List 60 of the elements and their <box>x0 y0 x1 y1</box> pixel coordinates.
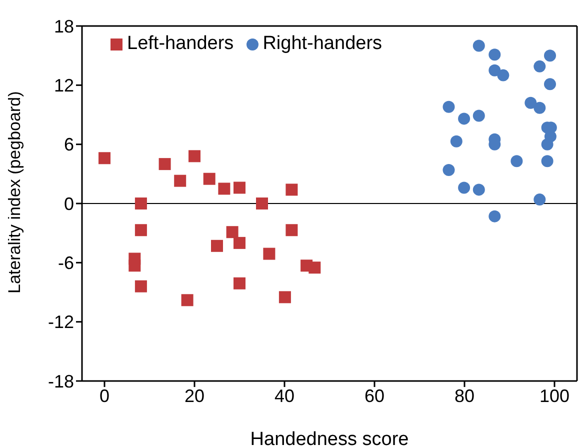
point <box>488 48 501 61</box>
point <box>234 277 246 290</box>
y-tick-label: 18 <box>54 16 74 36</box>
point <box>226 226 238 238</box>
point <box>534 60 546 72</box>
point <box>524 96 537 109</box>
point <box>134 280 147 292</box>
legend-label: Left-handers <box>127 33 234 55</box>
point <box>442 164 455 176</box>
point <box>534 102 546 114</box>
point <box>256 198 268 210</box>
point <box>134 224 147 236</box>
point <box>128 260 141 272</box>
point <box>218 182 230 195</box>
point <box>278 291 291 304</box>
point <box>286 224 298 236</box>
x-tick-label: 60 <box>364 386 385 406</box>
point <box>286 184 298 196</box>
point <box>442 100 455 113</box>
point <box>181 294 194 306</box>
point <box>188 150 200 162</box>
y-tick-label: 6 <box>64 134 74 155</box>
point <box>510 155 523 168</box>
legend-label: Right-handers <box>262 33 382 55</box>
point <box>544 50 556 62</box>
x-tick-label: 80 <box>454 386 475 406</box>
point <box>541 155 554 168</box>
x-tick-label: 40 <box>274 386 295 406</box>
point <box>541 138 554 150</box>
x-tick-label: 100 <box>539 386 570 406</box>
x-tick-label: 0 <box>99 386 110 406</box>
point <box>211 240 223 252</box>
y-axis-title: Laterality index (pegboard) <box>5 91 24 294</box>
point <box>472 110 485 122</box>
point <box>134 198 147 210</box>
point <box>488 64 501 76</box>
point <box>234 236 246 249</box>
x-axis-title: Handedness score <box>250 429 409 447</box>
y-tick-label: -18 <box>48 371 74 392</box>
point <box>158 158 171 170</box>
point <box>308 262 321 274</box>
point <box>544 78 556 90</box>
point <box>203 172 216 185</box>
point <box>488 210 501 222</box>
y-tick-label: -6 <box>58 253 74 274</box>
point <box>450 135 462 148</box>
point <box>98 152 110 164</box>
point <box>458 182 470 194</box>
point <box>534 194 546 206</box>
point <box>234 182 246 194</box>
y-tick-label: -12 <box>48 312 74 332</box>
point <box>263 248 276 260</box>
point <box>497 69 510 82</box>
point <box>458 112 470 125</box>
y-tick-label: 0 <box>64 194 74 214</box>
x-tick-label: 20 <box>184 386 205 406</box>
point <box>174 174 186 187</box>
y-tick-label: 12 <box>54 76 74 96</box>
point <box>472 184 485 196</box>
point <box>472 40 485 52</box>
